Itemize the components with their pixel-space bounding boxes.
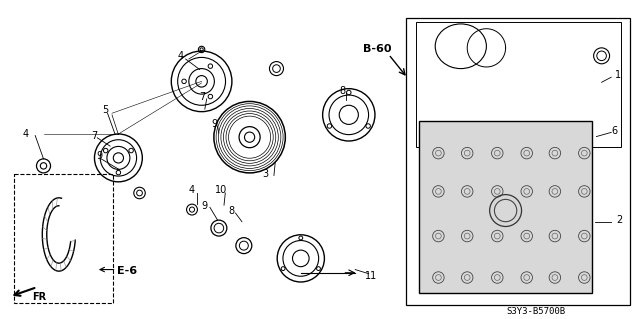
Text: S3Y3-B5700B: S3Y3-B5700B bbox=[507, 307, 566, 315]
Text: 3: 3 bbox=[262, 169, 269, 179]
Text: 11: 11 bbox=[365, 271, 378, 281]
Text: 8: 8 bbox=[228, 205, 235, 216]
Bar bbox=[406, 18, 630, 305]
Text: FR: FR bbox=[33, 292, 47, 302]
Bar bbox=[416, 22, 621, 147]
Text: 10: 10 bbox=[214, 185, 227, 195]
Text: 8: 8 bbox=[339, 86, 346, 96]
Text: 6: 6 bbox=[611, 126, 618, 136]
Text: B-60: B-60 bbox=[364, 44, 392, 55]
Bar bbox=[14, 174, 113, 303]
Text: 9: 9 bbox=[202, 201, 208, 211]
Text: 4: 4 bbox=[178, 51, 184, 61]
Text: 4: 4 bbox=[189, 185, 195, 195]
Text: 7: 7 bbox=[92, 130, 98, 141]
Text: E-6: E-6 bbox=[116, 266, 137, 276]
Text: 4: 4 bbox=[22, 129, 29, 139]
Text: 9: 9 bbox=[211, 119, 218, 130]
Bar bbox=[419, 121, 592, 293]
Text: 5: 5 bbox=[102, 105, 108, 115]
Text: 1: 1 bbox=[615, 70, 621, 80]
Text: 7: 7 bbox=[199, 92, 205, 102]
Text: 9: 9 bbox=[96, 151, 102, 161]
Text: 2: 2 bbox=[616, 215, 623, 225]
